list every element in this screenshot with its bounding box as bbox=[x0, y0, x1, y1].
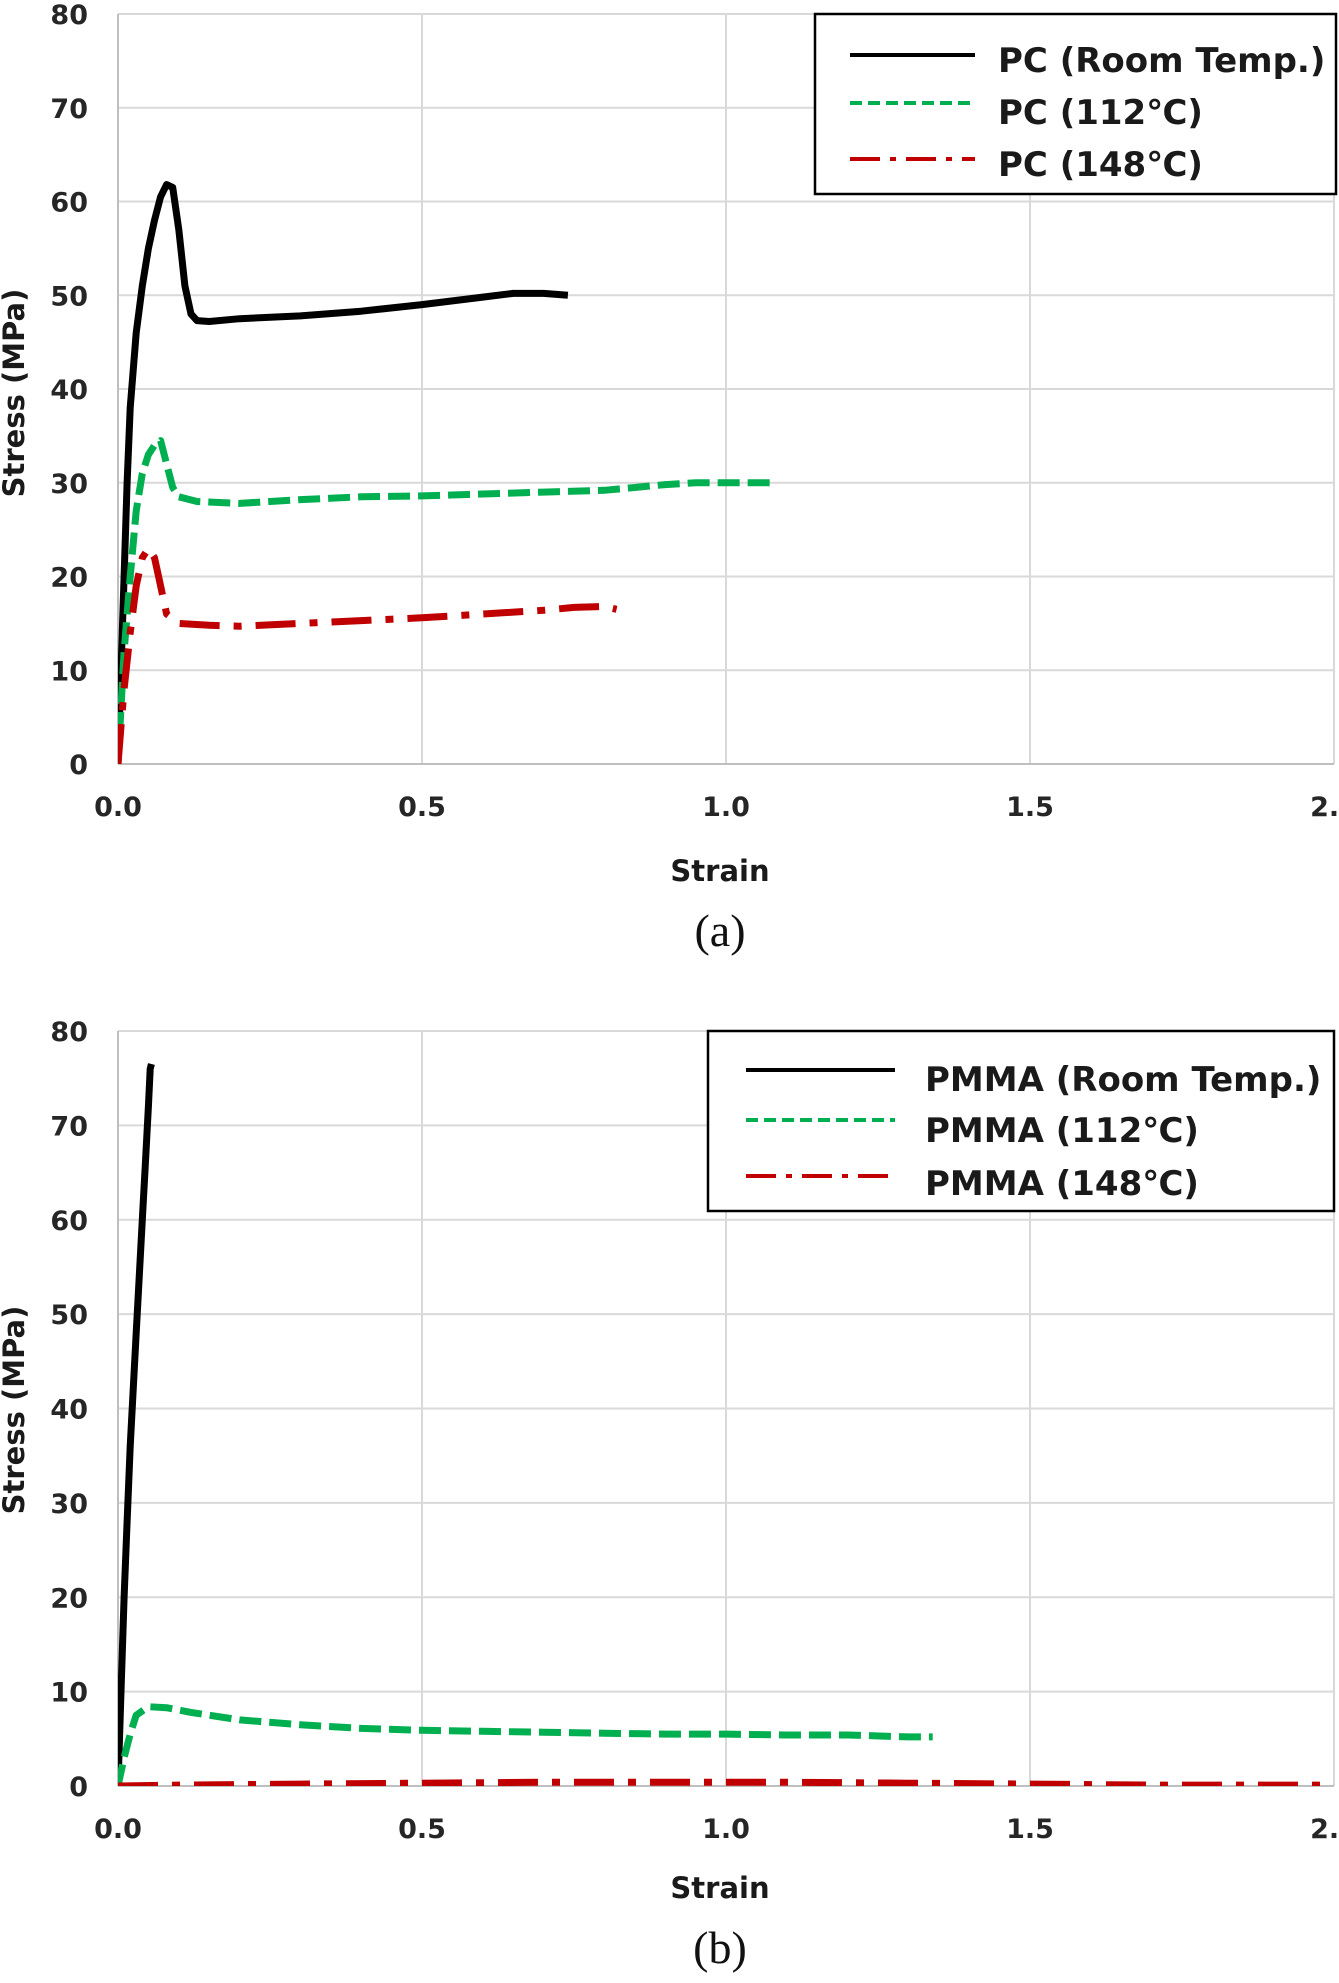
chart-a-xlabel: Strain bbox=[670, 854, 769, 888]
chart-a-ytick-4: 40 bbox=[50, 375, 88, 406]
chart-a-caption: (a) bbox=[694, 905, 745, 956]
chart-a-ytick-0: 0 bbox=[69, 750, 88, 781]
chart-a-ytick-2: 20 bbox=[50, 563, 88, 594]
chart-b: 0 10 20 30 40 50 60 70 80 0.0 0.5 1.0 1.5 2.0 Strain… bbox=[0, 1017, 1339, 1973]
chart-a-ytick-8: 80 bbox=[50, 0, 88, 31]
chart-b-series bbox=[118, 1063, 1334, 1786]
chart-b-xtick-1: 0.5 bbox=[398, 1814, 446, 1845]
chart-b-xtick-labels: 0.0 0.5 1.0 1.5 2.0 bbox=[94, 1814, 1339, 1845]
chart-b-ytick-3: 30 bbox=[50, 1489, 88, 1520]
chart-b-legend-box bbox=[706, 1029, 1336, 1213]
chart-b-ytick-1: 10 bbox=[50, 1678, 88, 1709]
chart-b-legend: PMMA (Room Temp.) PMMA (112℃) PMMA (148℃… bbox=[706, 1029, 1336, 1213]
chart-a-ytick-3: 30 bbox=[50, 469, 88, 500]
chart-a-xtick-2: 1.0 bbox=[702, 792, 750, 823]
chart-a-legend: PC (Room Temp.) PC (112℃) PC (148℃) bbox=[813, 12, 1338, 196]
chart-b-series-0 bbox=[118, 1063, 155, 1786]
chart-b-series-1 bbox=[118, 1703, 933, 1786]
chart-b-legend-label-0: PMMA (Room Temp.) bbox=[925, 1060, 1321, 1100]
chart-a-xtick-4: 2.0 bbox=[1310, 792, 1339, 823]
chart-a-ytick-7: 70 bbox=[50, 94, 88, 125]
chart-b-caption: (b) bbox=[693, 1922, 747, 1973]
chart-a-axes bbox=[117, 14, 1334, 765]
chart-a-xtick-1: 0.5 bbox=[398, 792, 446, 823]
chart-a-legend-label-0: PC (Room Temp.) bbox=[998, 41, 1325, 81]
chart-b-xtick-0: 0.0 bbox=[94, 1814, 142, 1845]
chart-a-ytick-labels: 0 10 20 30 40 50 60 70 80 bbox=[50, 0, 88, 781]
chart-b-xtick-4: 2.0 bbox=[1310, 1814, 1339, 1845]
chart-a-ytick-1: 10 bbox=[50, 656, 88, 687]
chart-a-xtick-0: 0.0 bbox=[94, 792, 142, 823]
chart-a-ylabel: Stress (MPa) bbox=[0, 289, 31, 498]
chart-a-grid bbox=[117, 13, 1335, 765]
chart-a-xtick-3: 1.5 bbox=[1006, 792, 1054, 823]
chart-b-xtick-3: 1.5 bbox=[1006, 1814, 1054, 1845]
chart-b-ytick-2: 20 bbox=[50, 1583, 88, 1614]
chart-b-ytick-6: 60 bbox=[50, 1206, 88, 1237]
chart-a-series bbox=[118, 181, 775, 764]
chart-b-ytick-8: 80 bbox=[50, 1017, 88, 1048]
chart-a-series-1 bbox=[118, 437, 775, 764]
chart-a-legend-label-1: PC (112℃) bbox=[998, 93, 1203, 133]
chart-b-ytick-4: 40 bbox=[50, 1395, 88, 1426]
chart-a-ytick-5: 50 bbox=[50, 281, 88, 312]
chart-a-legend-box bbox=[813, 12, 1338, 196]
chart-b-ytick-labels: 0 10 20 30 40 50 60 70 80 bbox=[50, 1017, 88, 1803]
chart-b-legend-label-2: PMMA (148℃) bbox=[925, 1164, 1199, 1204]
chart-b-xtick-2: 1.0 bbox=[702, 1814, 750, 1845]
chart-b-ytick-0: 0 bbox=[69, 1772, 88, 1803]
chart-a: 0 10 20 30 40 50 60 70 80 0.0 0.5 1.0 1.5 2.0 Strain… bbox=[0, 0, 1339, 956]
chart-b-series-2 bbox=[118, 1778, 1334, 1786]
chart-a-series-0 bbox=[118, 181, 569, 764]
chart-a-xtick-labels: 0.0 0.5 1.0 1.5 2.0 bbox=[94, 792, 1339, 823]
chart-b-legend-label-1: PMMA (112℃) bbox=[925, 1111, 1199, 1151]
chart-a-legend-label-2: PC (148℃) bbox=[998, 145, 1203, 185]
chart-a-ytick-6: 60 bbox=[50, 188, 88, 219]
chart-b-ylabel: Stress (MPa) bbox=[0, 1306, 31, 1515]
chart-b-ytick-7: 70 bbox=[50, 1111, 88, 1142]
chart-a-series-2 bbox=[118, 544, 618, 764]
chart-b-xlabel: Strain bbox=[670, 1871, 769, 1905]
chart-b-ytick-5: 50 bbox=[50, 1300, 88, 1331]
